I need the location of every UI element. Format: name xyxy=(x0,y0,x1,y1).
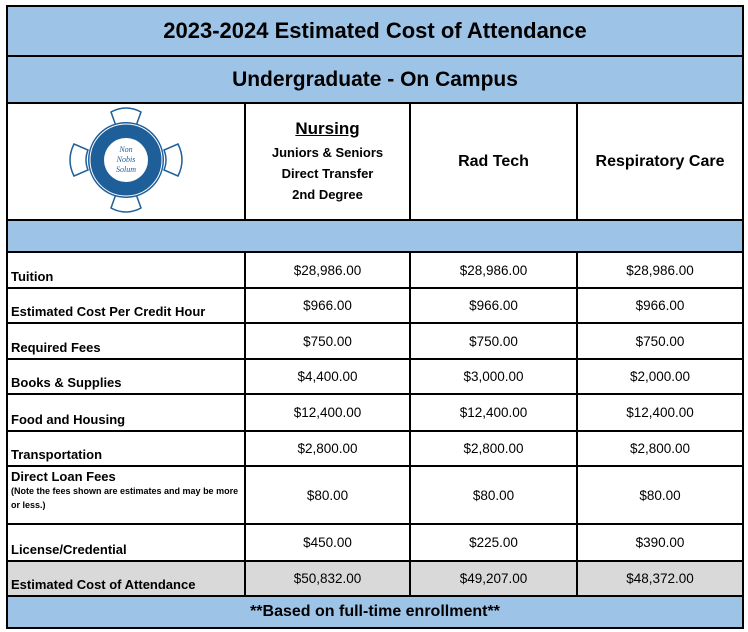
cost-value: $225.00 xyxy=(409,523,578,562)
row-label-text: Tuition xyxy=(11,269,54,284)
column-header-rad-tech: Rad Tech xyxy=(409,102,578,221)
college-seal-logo: Non Nobis Solum xyxy=(69,107,183,213)
row-label-text: Food and Housing xyxy=(11,412,126,427)
row-label: Direct Loan Fees (Note the fees shown are… xyxy=(6,465,246,525)
row-label-text: Estimated Cost of Attendance xyxy=(11,577,196,592)
cost-value: $80.00 xyxy=(576,465,744,525)
svg-text:Nobis: Nobis xyxy=(116,155,136,164)
cost-value: $28,986.00 xyxy=(409,251,578,289)
page-title: 2023-2024 Estimated Cost of Attendance xyxy=(6,5,744,57)
cost-value: $12,400.00 xyxy=(576,393,744,432)
svg-text:Solum: Solum xyxy=(116,165,136,174)
row-label: Required Fees xyxy=(6,322,246,360)
page-subtitle: Undergraduate - On Campus xyxy=(6,55,744,104)
row-label: Estimated Cost of Attendance xyxy=(6,560,246,597)
cost-value: $750.00 xyxy=(576,322,744,360)
table-row: Estimated Cost of Attendance $50,832.00 $4… xyxy=(6,560,744,597)
row-label: Transportation xyxy=(6,430,246,467)
cost-value: $966.00 xyxy=(576,287,744,324)
row-note: (Note the fees shown are estimates and m… xyxy=(11,486,239,510)
spacer-row xyxy=(6,219,744,253)
row-label: Books & Supplies xyxy=(6,358,246,395)
cost-value: $750.00 xyxy=(409,322,578,360)
cost-value: $390.00 xyxy=(576,523,744,562)
table-row: Tuition $28,986.00 $28,986.00 $28,986.00 xyxy=(6,251,744,289)
cost-value: $4,400.00 xyxy=(244,358,411,395)
row-label-text: Transportation xyxy=(11,447,103,462)
table-row: License/Credential $450.00 $225.00 $390.00 xyxy=(6,523,744,562)
table-row: Transportation $2,800.00 $2,800.00 $2,800.0… xyxy=(6,430,744,467)
cost-value: $3,000.00 xyxy=(409,358,578,395)
row-label: Tuition xyxy=(6,251,246,289)
cost-value: $450.00 xyxy=(244,523,411,562)
row-label-text: Books & Supplies xyxy=(11,375,122,390)
cost-value: $49,207.00 xyxy=(409,560,578,597)
row-label-text: Required Fees xyxy=(11,340,101,355)
cost-value: $12,400.00 xyxy=(409,393,578,432)
nursing-detail: Juniors & Seniors xyxy=(271,144,384,160)
cost-value: $2,800.00 xyxy=(244,430,411,467)
cost-value: $12,400.00 xyxy=(244,393,411,432)
row-label: License/Credential xyxy=(6,523,246,562)
cost-value: $28,986.00 xyxy=(244,251,411,289)
cost-value: $80.00 xyxy=(244,465,411,525)
column-header-nursing: Nursing Juniors & Seniors Direct Transfe… xyxy=(244,102,411,221)
cost-value: $966.00 xyxy=(244,287,411,324)
row-label: Food and Housing xyxy=(6,393,246,432)
row-label: Estimated Cost Per Credit Hour xyxy=(6,287,246,324)
cost-value: $2,800.00 xyxy=(576,430,744,467)
table-row: Estimated Cost Per Credit Hour $966.00 $96… xyxy=(6,287,744,324)
row-label-text: Estimated Cost Per Credit Hour xyxy=(11,304,206,319)
cost-value: $750.00 xyxy=(244,322,411,360)
nursing-detail: 2nd Degree xyxy=(292,186,363,202)
cost-value: $28,986.00 xyxy=(576,251,744,289)
cost-value: $80.00 xyxy=(409,465,578,525)
cost-value: $48,372.00 xyxy=(576,560,744,597)
row-label-text: License/Credential xyxy=(11,542,127,557)
nursing-title: Nursing xyxy=(295,118,360,138)
table-row: Direct Loan Fees (Note the fees shown are… xyxy=(6,465,744,525)
table-row: Books & Supplies $4,400.00 $3,000.00 $2,000… xyxy=(6,358,744,395)
cost-value: $50,832.00 xyxy=(244,560,411,597)
svg-text:Non: Non xyxy=(118,145,132,154)
cost-value: $2,800.00 xyxy=(409,430,578,467)
cost-value: $2,000.00 xyxy=(576,358,744,395)
row-label-text: Direct Loan Fees xyxy=(11,469,116,484)
column-header-respiratory-care: Respiratory Care xyxy=(576,102,744,221)
nursing-detail: Direct Transfer xyxy=(281,165,374,181)
cost-value: $966.00 xyxy=(409,287,578,324)
footer-note: **Based on full-time enrollment** xyxy=(6,595,744,629)
table-row: Required Fees $750.00 $750.00 $750.00 xyxy=(6,322,744,360)
cost-table: 2023-2024 Estimated Cost of Attendance U… xyxy=(6,5,744,629)
table-row: Food and Housing $12,400.00 $12,400.00 $12,… xyxy=(6,393,744,432)
logo-cell: Non Nobis Solum xyxy=(6,102,246,221)
